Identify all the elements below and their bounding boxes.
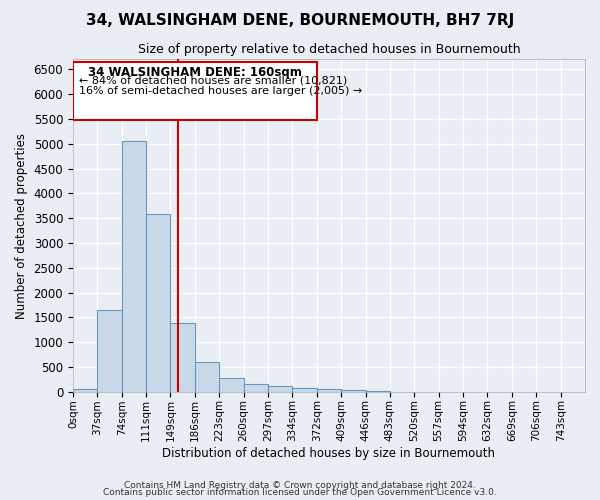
Bar <box>73 388 97 392</box>
Text: ← 84% of detached houses are smaller (10,821): ← 84% of detached houses are smaller (10… <box>79 76 348 86</box>
Bar <box>170 323 195 392</box>
Bar <box>341 390 365 392</box>
Text: 34, WALSINGHAM DENE, BOURNEMOUTH, BH7 7RJ: 34, WALSINGHAM DENE, BOURNEMOUTH, BH7 7R… <box>86 12 514 28</box>
Bar <box>195 362 219 392</box>
Bar <box>317 389 341 392</box>
Text: Contains public sector information licensed under the Open Government Licence v3: Contains public sector information licen… <box>103 488 497 497</box>
Bar <box>292 388 317 392</box>
Text: 34 WALSINGHAM DENE: 160sqm: 34 WALSINGHAM DENE: 160sqm <box>88 66 302 79</box>
Bar <box>146 214 170 392</box>
Bar <box>122 141 146 392</box>
Bar <box>244 384 268 392</box>
Y-axis label: Number of detached properties: Number of detached properties <box>15 132 28 318</box>
Text: Contains HM Land Registry data © Crown copyright and database right 2024.: Contains HM Land Registry data © Crown c… <box>124 480 476 490</box>
Bar <box>97 310 122 392</box>
Bar <box>268 386 292 392</box>
X-axis label: Distribution of detached houses by size in Bournemouth: Distribution of detached houses by size … <box>163 447 496 460</box>
FancyBboxPatch shape <box>73 62 317 120</box>
Text: 16% of semi-detached houses are larger (2,005) →: 16% of semi-detached houses are larger (… <box>79 86 363 96</box>
Bar <box>219 378 244 392</box>
Title: Size of property relative to detached houses in Bournemouth: Size of property relative to detached ho… <box>137 42 520 56</box>
